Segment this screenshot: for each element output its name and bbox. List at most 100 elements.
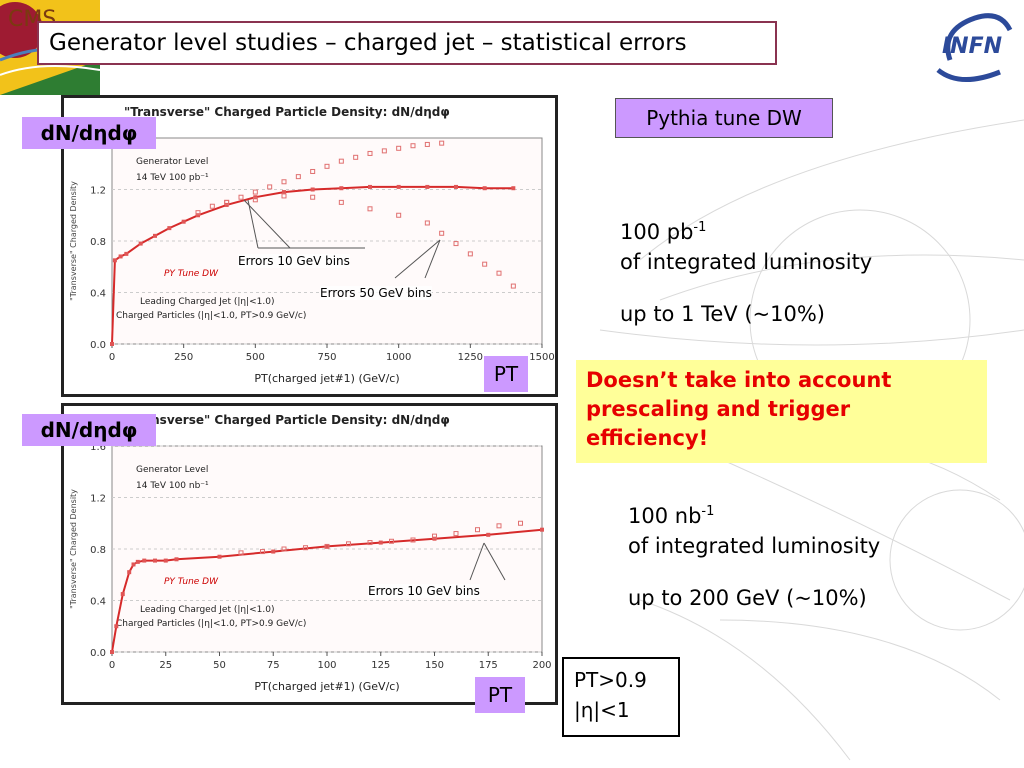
plot-bottom-annotation-10gev: Errors 10 GeV bins [368, 584, 480, 598]
series-point [253, 195, 258, 200]
warning-box: Doesn’t take into account prescaling and… [576, 360, 987, 463]
error-point [267, 184, 273, 190]
error-point [338, 199, 344, 205]
chart-annotation: 14 TeV 100 nb⁻¹ [136, 481, 209, 491]
series-point [112, 258, 117, 263]
note-bottom: 100 nb-1 of integrated luminosity up to … [628, 497, 880, 613]
series-point [217, 554, 222, 559]
series-point [118, 254, 123, 259]
x-tick-label: 25 [159, 660, 172, 671]
chart-annotation: Leading Charged Jet (|η|<1.0) [140, 605, 275, 615]
error-point [518, 520, 523, 526]
chart-annotation: PY Tune DW [164, 269, 219, 279]
error-point [260, 549, 265, 555]
error-point [453, 531, 459, 537]
error-point [424, 141, 430, 147]
error-point [324, 163, 330, 169]
error-point [367, 150, 373, 156]
error-point [281, 546, 287, 552]
error-point [338, 158, 344, 164]
error-point [367, 206, 373, 212]
chart-annotation: Leading Charged Jet (|η|<1.0) [140, 297, 275, 307]
error-point [424, 220, 430, 226]
y-tick-label: 1.2 [90, 494, 106, 505]
chart-annotation: PY Tune DW [164, 577, 219, 587]
error-point [381, 148, 387, 154]
series-point [540, 527, 544, 532]
x-tick-label: 1500 [529, 352, 554, 363]
series-point [167, 226, 172, 231]
series-point [378, 540, 383, 545]
series-point [486, 532, 491, 537]
error-point [281, 193, 287, 199]
chart-annotation: Generator Level [136, 157, 208, 167]
series-point [138, 241, 143, 246]
slide-title: Generator level studies – charged jet – … [37, 21, 777, 65]
series-point [153, 233, 157, 238]
y-tick-label: 0.8 [90, 545, 106, 556]
x-axis-label: PT(charged jet#1) (GeV/c) [254, 372, 399, 385]
error-point [475, 527, 480, 533]
y-tick-label: 1.6 [90, 442, 106, 453]
chart-annotation: Charged Particles (|η|<1.0, PT>0.9 GeV/c… [116, 311, 306, 321]
error-point [252, 189, 258, 195]
plot-top-x-tag: PT [484, 356, 528, 392]
series-point [310, 187, 315, 192]
series-point [181, 219, 186, 224]
error-point [496, 523, 502, 529]
series-point [131, 562, 136, 567]
error-point [410, 537, 416, 543]
y-tick-label: 0.4 [90, 597, 106, 608]
series-point [124, 251, 129, 256]
cuts-box: PT>0.9 |η|<1 [562, 657, 680, 737]
x-tick-label: 0 [109, 352, 115, 363]
cut-eta: |η|<1 [574, 698, 630, 722]
series-point [339, 186, 344, 191]
error-point [303, 545, 308, 551]
note-bottom-line3: up to 200 GeV (~10%) [628, 586, 867, 610]
error-point [310, 168, 316, 174]
note-top-line2: of integrated luminosity [620, 250, 873, 274]
error-point [432, 533, 437, 539]
infn-logo-text: INFN [942, 34, 1002, 59]
x-tick-label: 250 [174, 352, 193, 363]
series-point [174, 557, 179, 562]
series-point [368, 184, 372, 189]
y-tick-label: 1.2 [90, 186, 106, 197]
error-point [453, 241, 459, 247]
error-point [295, 174, 301, 180]
error-point [410, 143, 416, 149]
y-axis-label: "Transverse" Charged Density [69, 181, 78, 301]
plot-top-frame: "Transverse" Charged Particle Density: d… [61, 95, 558, 397]
error-point [324, 543, 330, 549]
error-point [367, 540, 373, 546]
cms-logo: CMS [0, 0, 100, 95]
series-point [224, 202, 229, 207]
series-point [271, 549, 276, 554]
series-point [482, 186, 487, 191]
x-axis-label: PT(charged jet#1) (GeV/c) [254, 680, 399, 693]
series-point [432, 536, 437, 541]
note-top-line3: up to 1 TeV (~10%) [620, 302, 825, 326]
x-tick-label: 50 [213, 660, 226, 671]
y-tick-label: 0.4 [90, 289, 106, 300]
error-point [439, 140, 445, 146]
error-point [346, 541, 351, 547]
series-point [196, 213, 200, 218]
plot-top-annotation-50gev: Errors 50 GeV bins [320, 286, 432, 300]
plot-bottom-frame: "Transverse" Charged Particle Density: d… [61, 403, 558, 705]
y-axis-label: "Transverse" Charged Density [69, 489, 78, 609]
series-point [114, 624, 119, 629]
chart-title: "Transverse" Charged Particle Density: d… [124, 105, 450, 119]
plot-bottom-x-tag: PT [475, 677, 525, 713]
plot-bottom-chart: "Transverse" Charged Particle Density: d… [69, 413, 552, 693]
note-top: 100 pb-1 of integrated luminosity up to … [620, 213, 872, 329]
series-point [153, 558, 157, 563]
cut-pt: PT>0.9 [574, 668, 647, 692]
error-point [252, 197, 258, 203]
x-tick-label: 75 [267, 660, 280, 671]
x-tick-label: 1000 [386, 352, 411, 363]
error-point [396, 212, 402, 218]
error-point [439, 230, 445, 236]
